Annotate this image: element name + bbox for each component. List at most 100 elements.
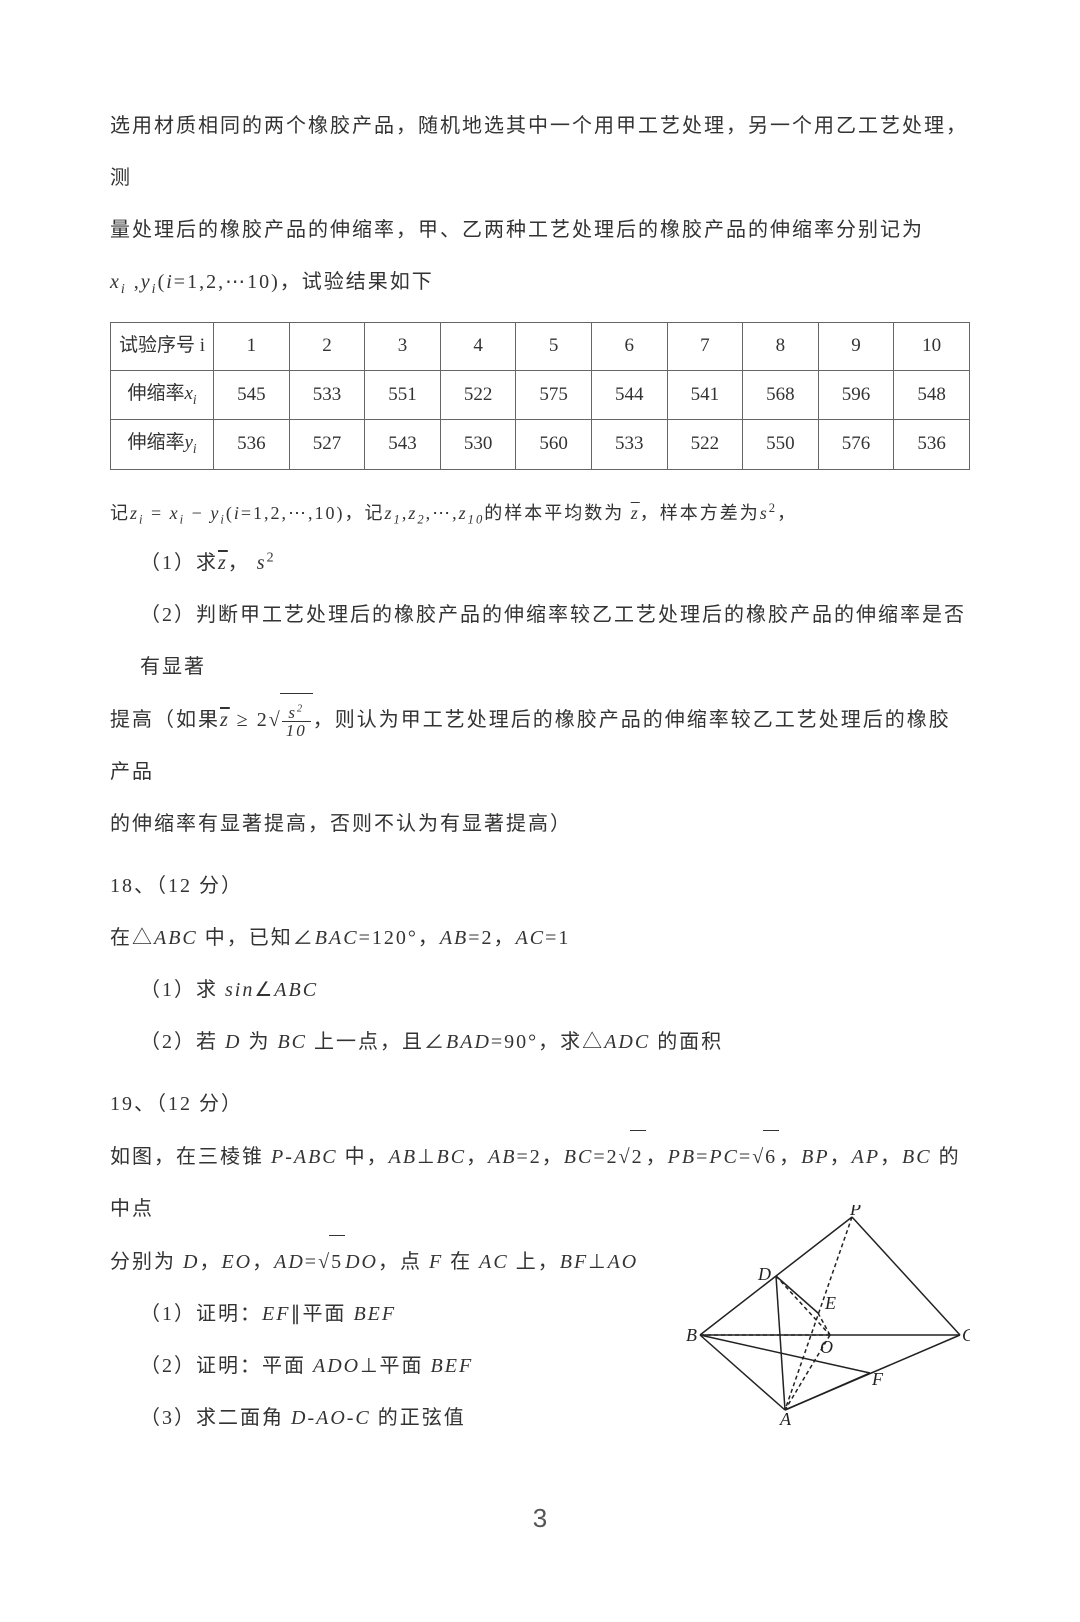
txt: sin (225, 979, 254, 1001)
txt: 分别为 (110, 1251, 183, 1273)
txt: AB (389, 1146, 417, 1168)
txt: AP (852, 1146, 880, 1168)
txt: 中，已知∠ (198, 927, 315, 949)
cell: 541 (667, 370, 743, 419)
txt: DO (345, 1251, 378, 1273)
row-y-label: 伸缩率yi (111, 420, 214, 469)
txt: BEF (431, 1355, 474, 1377)
txt: （1）求 (140, 552, 218, 574)
cell: 560 (516, 420, 592, 469)
txt: AB (488, 1146, 516, 1168)
txt: =1 (545, 927, 570, 949)
table-row: 试验序号 i 1 2 3 4 5 6 7 8 9 10 (111, 323, 970, 371)
p18-intro: 在△ABC 中，已知∠BAC=120°，AB=2，AC=1 (110, 912, 970, 964)
txt: AO (608, 1251, 639, 1273)
txt: BF (560, 1251, 588, 1273)
p18-number: 18、（12 分） (110, 860, 970, 912)
txt: 提高（如果 (110, 709, 220, 731)
p19-number: 19、（12 分） (110, 1078, 970, 1130)
txt: 上一点，且∠ (307, 1031, 446, 1053)
th-3: 3 (365, 323, 441, 371)
p17-q2a: （2）判断甲工艺处理后的橡胶产品的伸缩率较乙工艺处理后的橡胶产品的伸缩率是否有显… (110, 589, 970, 693)
txt: PB (668, 1146, 696, 1168)
txt: ∥平面 (290, 1303, 353, 1325)
txt: =2， (468, 927, 515, 949)
txt: = (696, 1146, 709, 1168)
page-number: 3 (110, 1445, 970, 1583)
txt: P-ABC (271, 1146, 338, 1168)
txt: 的面积 (650, 1031, 723, 1053)
cell: 536 (894, 420, 970, 469)
txt: BC (564, 1146, 594, 1168)
txt: D (183, 1251, 199, 1273)
txt: ， (779, 1146, 801, 1168)
txt: = (305, 1251, 318, 1273)
th-0: 试验序号 i (111, 323, 214, 371)
p17-intro-line3: xi ,yi(i=1,2,⋯10)，试验结果如下 (110, 256, 970, 308)
th-10: 10 (894, 323, 970, 371)
txt: （1）证明： (140, 1303, 262, 1325)
cell: 575 (516, 370, 592, 419)
txt: ， (777, 503, 797, 523)
fig-E: E (824, 1293, 836, 1313)
txt: ∠ (254, 979, 274, 1001)
cell: 544 (591, 370, 667, 419)
cell: 522 (440, 370, 516, 419)
txt: BAC (315, 927, 359, 949)
cell: 576 (818, 420, 894, 469)
txt: 的正弦值 (371, 1407, 466, 1429)
txt: ，记 (345, 503, 385, 523)
txt: ， (830, 1146, 852, 1168)
th-9: 9 (818, 323, 894, 371)
txt: D (225, 1031, 241, 1053)
txt: PC (709, 1146, 739, 1168)
th-7: 7 (667, 323, 743, 371)
txt: BEF (353, 1303, 396, 1325)
cell: 533 (591, 420, 667, 469)
txt: ⊥平面 (360, 1355, 430, 1377)
cell: 551 (365, 370, 441, 419)
txt: 如图，在三棱锥 (110, 1146, 271, 1168)
pyramid-svg: P D E B O C F A (680, 1205, 970, 1425)
fig-D: D (757, 1264, 771, 1284)
txt: 的样本平均数为 (484, 503, 624, 523)
txt: 为 (241, 1031, 277, 1053)
txt: =2 (593, 1146, 618, 1168)
txt: 在 (443, 1251, 479, 1273)
txt: 上， (509, 1251, 560, 1273)
txt: BAD (446, 1031, 491, 1053)
txt: BP (801, 1146, 829, 1168)
txt: BC (902, 1146, 932, 1168)
txt: EO (221, 1251, 252, 1273)
th-2: 2 (289, 323, 365, 371)
p18-q1: （1）求 sin∠ABC (110, 964, 970, 1016)
th-4: 4 (440, 323, 516, 371)
fig-B: B (686, 1325, 697, 1345)
p17-q2b: 提高（如果z ≥ 2s210，则认为甲工艺处理后的橡胶产品的伸缩率较乙工艺处理后… (110, 693, 970, 798)
txt: BC (277, 1031, 307, 1053)
txt: ， (252, 1251, 274, 1273)
txt: =90°，求△ (491, 1031, 604, 1053)
txt: ADC (604, 1031, 650, 1053)
cell: 543 (365, 420, 441, 469)
txt: ，点 (378, 1251, 429, 1273)
cell: 596 (818, 370, 894, 419)
txt: ， (199, 1251, 221, 1273)
p17-intro-line1: 选用材质相同的两个橡胶产品，随机地选其中一个用甲工艺处理，另一个用乙工艺处理，测 (110, 100, 970, 204)
txt: （2）若 (140, 1031, 225, 1053)
data-table: 试验序号 i 1 2 3 4 5 6 7 8 9 10 伸缩率xi 545 53… (110, 322, 970, 469)
cell: 533 (289, 370, 365, 419)
txt: = (739, 1146, 752, 1168)
p17-q2c: 的伸缩率有显著提高，否则不认为有显著提高） (110, 798, 970, 850)
txt: ， (646, 1146, 668, 1168)
txt: F (429, 1251, 443, 1273)
txt: ADO (313, 1355, 360, 1377)
txt: AC (516, 927, 546, 949)
txt: 在△ (110, 927, 154, 949)
txt: =120°， (359, 927, 440, 949)
cell: 548 (894, 370, 970, 419)
txt: 中， (338, 1146, 389, 1168)
cell: 550 (743, 420, 819, 469)
cell: 530 (440, 420, 516, 469)
p18-q2: （2）若 D 为 BC 上一点，且∠BAD=90°，求△ADC 的面积 (110, 1016, 970, 1068)
